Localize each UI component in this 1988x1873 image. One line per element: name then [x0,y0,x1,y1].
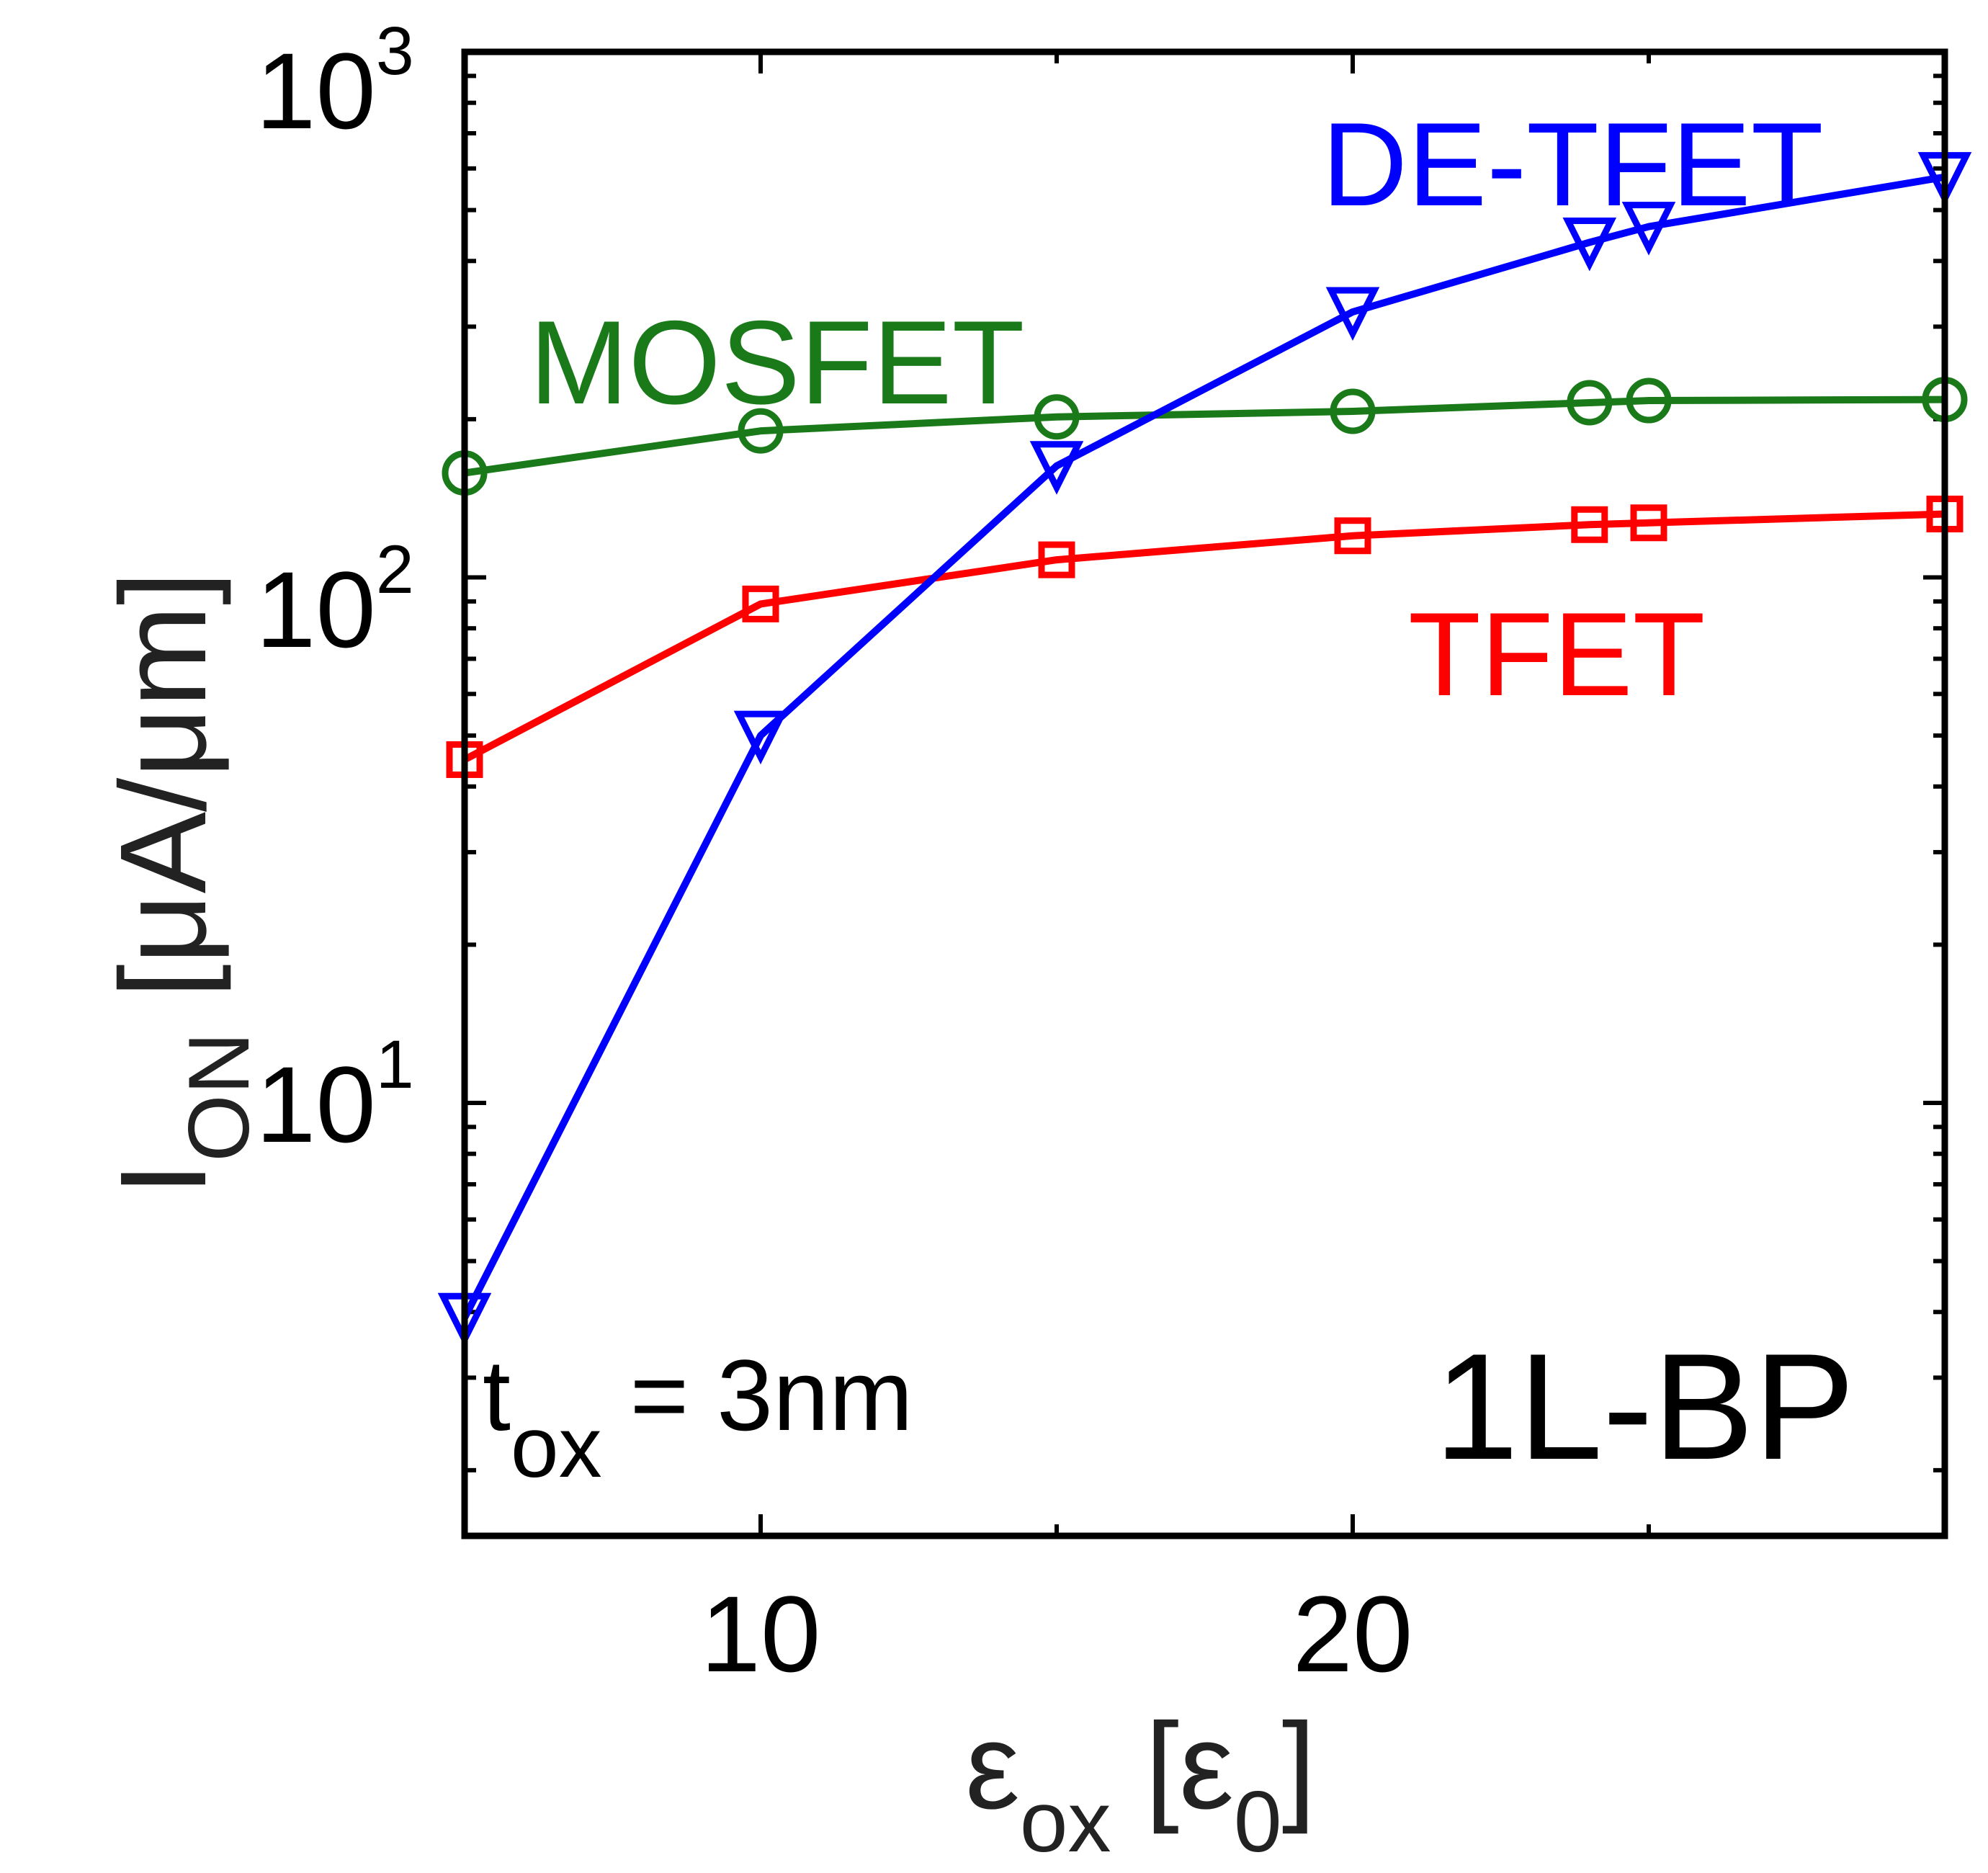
series-label-mosfet: MOSFET [529,296,1024,429]
series-de-tfet [437,152,1972,1347]
y-tick-label-1000: 103 [256,13,414,151]
series-label-tfet: TFET [1408,588,1705,720]
series-line-mosfet [464,395,1946,477]
axis-ticks [462,50,1947,1536]
data-point-de-tfet-10 [733,710,788,765]
annotation-material: 1L-BP [1434,1322,1855,1491]
series-line-de-tfet [461,173,1946,1320]
data-point-tfet-15 [1038,541,1075,578]
data-point-tfet-10 [742,585,779,622]
annotation-thickness: tox = 3nm [483,1338,913,1496]
data-point-mosfet-20 [1330,388,1376,434]
y-axis-title: ION [μA/μm] [95,571,267,1196]
data-point-mosfet-15 [1034,394,1080,440]
y-tick-label-100: 102 [256,532,414,670]
series-tfet [446,496,1964,778]
data-point-tfet-20 [1334,517,1371,555]
data-point-de-tfet-15 [1029,441,1084,495]
series-layer [437,152,1972,1347]
x-tick-label-20: 20 [1293,1573,1413,1694]
data-point-de-tfet-25 [1621,202,1676,256]
data-point-mosfet-10 [738,408,784,454]
plot-frame [461,48,1948,1539]
data-point-tfet-25 [1630,504,1667,542]
data-point-mosfet-24 [1567,380,1613,426]
series-line-tfet [462,510,1946,763]
data-point-tfet-24 [1571,506,1608,543]
data-point-de-tfet-24 [1562,217,1617,272]
data-point-mosfet-25 [1626,377,1672,424]
x-axis-title: εox [ε0] [965,1698,1316,1870]
data-point-de-tfet-20 [1325,287,1380,341]
series-label-de-tfet: DE-TFET [1322,98,1824,231]
x-tick-label-10: 10 [701,1573,821,1694]
y-tick-label-10: 101 [256,1027,414,1165]
